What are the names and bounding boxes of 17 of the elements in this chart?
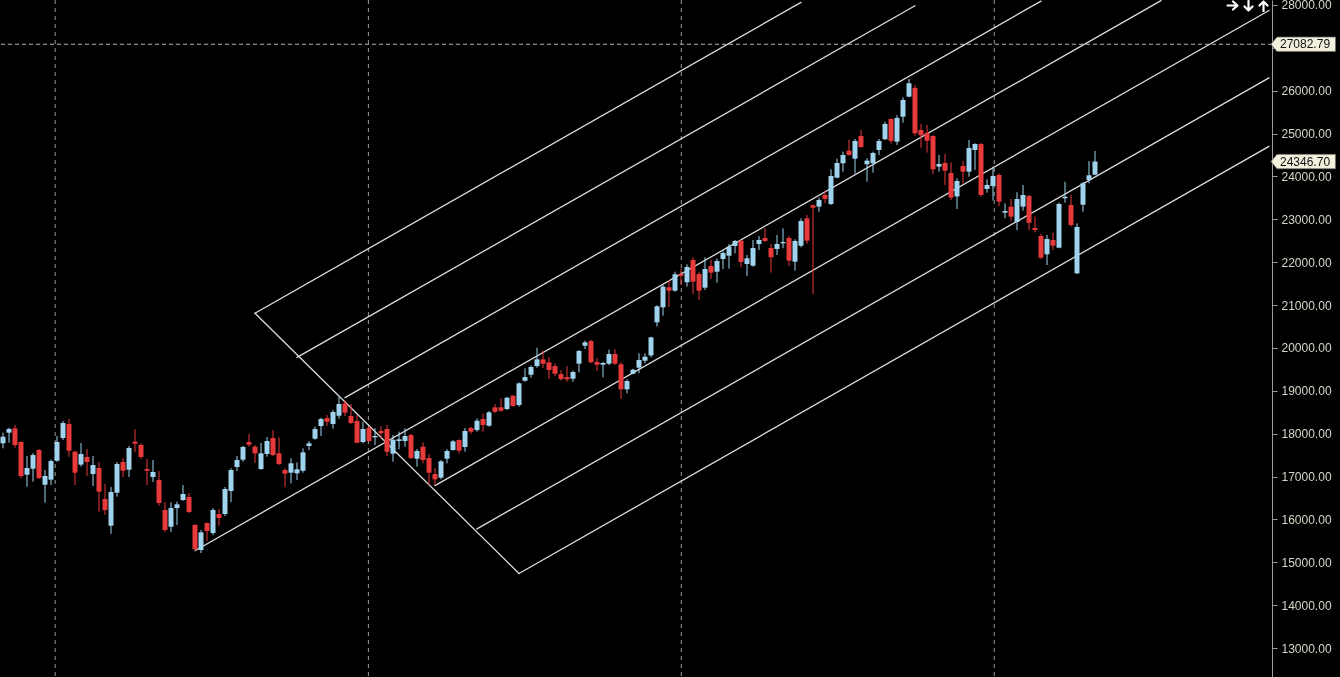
y-tick-label: 18000.00 bbox=[1281, 427, 1332, 442]
y-tick-label: 16000.00 bbox=[1281, 512, 1332, 527]
y-tick-label: 21000.00 bbox=[1281, 298, 1332, 313]
y-tick-label: 14000.00 bbox=[1281, 598, 1332, 613]
ref-line-label: 27082.79 bbox=[1280, 37, 1331, 52]
y-tick-label: 23000.00 bbox=[1281, 212, 1332, 227]
y-tick-label: 19000.00 bbox=[1281, 384, 1332, 399]
y-tick-label: 20000.00 bbox=[1281, 341, 1332, 356]
y-tick-label: 28000.00 bbox=[1281, 0, 1332, 13]
y-tick-label: 25000.00 bbox=[1281, 127, 1332, 142]
y-tick-label: 22000.00 bbox=[1281, 255, 1332, 270]
y-tick-label: 24000.00 bbox=[1281, 169, 1332, 184]
text: 24346.70 bbox=[1280, 154, 1331, 169]
y-tick-label: 17000.00 bbox=[1281, 470, 1332, 485]
y-tick-label: 13000.00 bbox=[1281, 641, 1332, 656]
y-tick-label: 26000.00 bbox=[1281, 84, 1332, 99]
y-tick-label: 15000.00 bbox=[1281, 555, 1332, 570]
